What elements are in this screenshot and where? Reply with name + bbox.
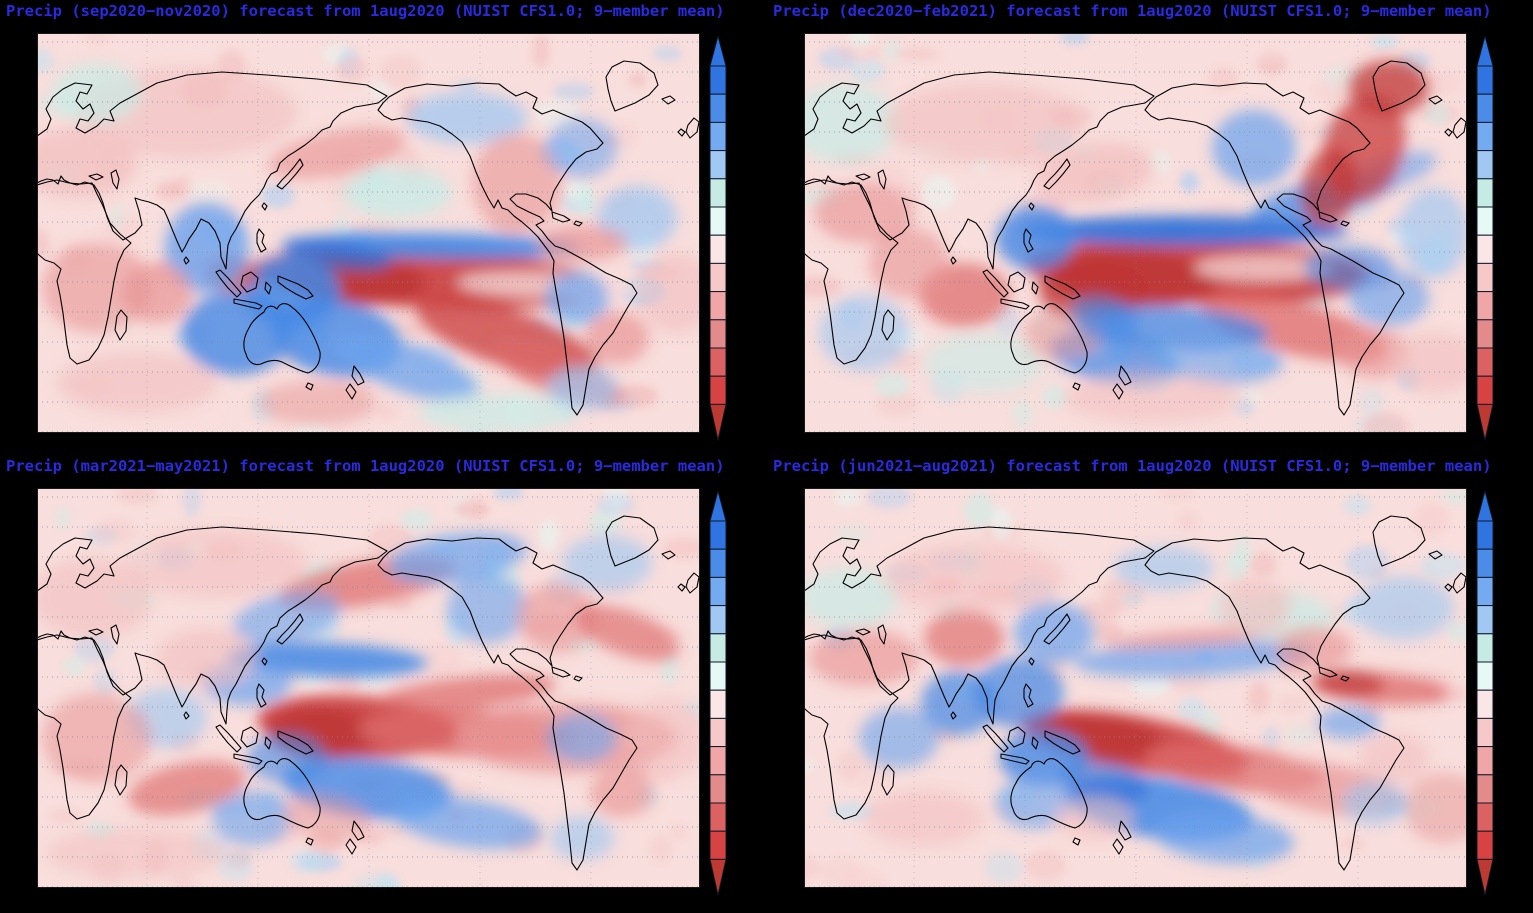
panel-title-mam2021: Precip (mar2021−may2021) forecast from 1… [6, 457, 725, 475]
map-djf2021 [804, 33, 1467, 433]
colorbar-son2020 [709, 36, 727, 441]
panel-mam2021: Precip (mar2021−may2021) forecast from 1… [0, 455, 766, 910]
panel-title-son2020: Precip (sep2020−nov2020) forecast from 1… [6, 2, 725, 20]
colorbar-jja2021 [1476, 491, 1494, 896]
colorbar-djf2021 [1476, 36, 1494, 441]
panel-djf2021: Precip (dec2020−feb2021) forecast from 1… [767, 0, 1533, 455]
map-jja2021 [804, 488, 1467, 888]
map-son2020 [37, 33, 700, 433]
map-mam2021 [37, 488, 700, 888]
panel-jja2021: Precip (jun2021−aug2021) forecast from 1… [767, 455, 1533, 910]
panel-son2020: Precip (sep2020−nov2020) forecast from 1… [0, 0, 766, 455]
panel-title-djf2021: Precip (dec2020−feb2021) forecast from 1… [773, 2, 1492, 20]
panel-title-jja2021: Precip (jun2021−aug2021) forecast from 1… [773, 457, 1492, 475]
colorbar-mam2021 [709, 491, 727, 896]
